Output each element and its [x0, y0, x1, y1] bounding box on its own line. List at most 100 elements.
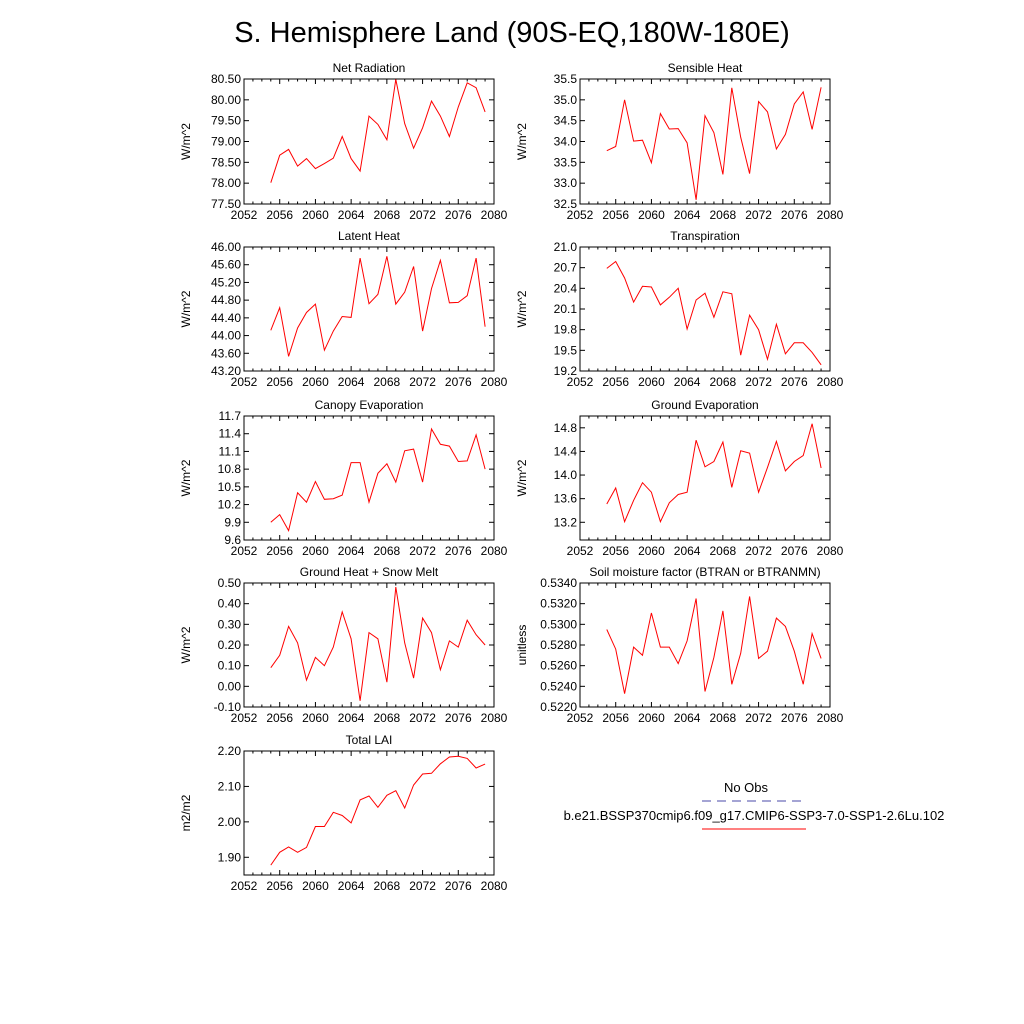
y-axis-label: W/m^2 [179, 459, 193, 496]
y-tick-label: 79.50 [211, 114, 241, 128]
y-tick-label: 10.2 [218, 498, 242, 512]
x-tick-label: 2056 [602, 375, 629, 389]
x-tick-label: 2060 [302, 879, 329, 893]
panel-title: Latent Heat [338, 229, 401, 243]
y-tick-label: 21.0 [554, 240, 578, 254]
y-tick-label: 0.5220 [540, 700, 577, 714]
y-tick-label: 35.5 [554, 72, 578, 86]
x-tick-label: 2064 [674, 711, 701, 725]
y-tick-label: 34.5 [554, 114, 578, 128]
y-tick-label: 13.2 [554, 515, 578, 529]
y-tick-label: 0.5340 [540, 576, 577, 590]
series-line [270, 427, 486, 532]
panel-title: Sensible Heat [668, 61, 743, 75]
y-tick-label: 0.50 [218, 576, 242, 590]
x-tick-label: 2072 [409, 879, 436, 893]
y-tick-label: 78.00 [211, 176, 241, 190]
figure-title: S. Hemisphere Land (90S-EQ,180W-180E) [234, 17, 790, 49]
x-tick-label: 2056 [266, 879, 293, 893]
y-axis-label: W/m^2 [515, 459, 529, 496]
x-tick-label: 2052 [567, 375, 594, 389]
y-tick-label: 20.1 [554, 302, 578, 316]
chart-panel: 2052 2056 2060 2064 2068 2072 2076 2080 -0.10 0.0… [179, 565, 508, 725]
y-tick-label: 13.6 [554, 492, 578, 506]
x-tick-label: 2064 [338, 208, 365, 222]
y-tick-label: 0.30 [218, 617, 242, 631]
y-tick-label: 78.50 [211, 155, 241, 169]
x-tick-label: 2080 [481, 544, 508, 558]
y-tick-label: 1.90 [218, 850, 242, 864]
y-tick-label: 0.5240 [540, 679, 577, 693]
legend-label-model: b.e21.BSSP370cmip6.f09_g17.CMIP6-SSP3-7.… [564, 808, 945, 823]
x-tick-label: 2052 [231, 711, 258, 725]
y-axis-label: W/m^2 [515, 290, 529, 327]
legend: No Obs b.e21.BSSP370cmip6.f09_g17.CMIP6-… [564, 780, 945, 830]
x-tick-label: 2076 [781, 544, 808, 558]
x-tick-label: 2052 [231, 544, 258, 558]
y-tick-label: 0.00 [218, 679, 242, 693]
y-tick-label: 33.0 [554, 176, 578, 190]
plot-frame [243, 415, 495, 541]
y-tick-label: 14.8 [554, 421, 578, 435]
y-tick-label: 11.4 [219, 427, 242, 441]
y-tick-label: 45.60 [211, 258, 241, 272]
x-tick-label: 2060 [638, 711, 665, 725]
y-axis-label: W/m^2 [179, 626, 193, 663]
x-tick-label: 2076 [445, 208, 472, 222]
plot-frame [579, 78, 831, 205]
x-tick-label: 2072 [409, 208, 436, 222]
y-tick-label: 0.40 [218, 597, 242, 611]
series-line [270, 755, 486, 866]
x-tick-label: 2064 [338, 544, 365, 558]
x-tick-label: 2052 [567, 711, 594, 725]
y-tick-label: 43.20 [211, 364, 241, 378]
chart-panel: 2052 2056 2060 2064 2068 2072 2076 2080 9.6 9.9 10… [179, 398, 508, 558]
x-tick-label: 2072 [745, 544, 772, 558]
chart-panel: 2052 2056 2060 2064 2068 2072 2076 2080 32.5 33.0… [515, 61, 844, 222]
series-line [606, 596, 822, 694]
y-tick-label: 35.0 [554, 93, 578, 107]
x-tick-label: 2080 [817, 711, 844, 725]
y-tick-label: 80.50 [211, 72, 241, 86]
x-tick-label: 2080 [481, 879, 508, 893]
y-tick-label: 32.5 [554, 197, 578, 211]
x-tick-label: 2056 [266, 208, 293, 222]
plot-frame [243, 246, 495, 372]
chart-panel: 2052 2056 2060 2064 2068 2072 2076 2080 77.50 78.… [179, 61, 508, 222]
x-tick-label: 2052 [567, 544, 594, 558]
y-tick-label: 2.20 [218, 744, 242, 758]
y-tick-label: 11.7 [219, 409, 242, 423]
plot-frame [579, 415, 831, 541]
y-axis-label: m2/m2 [179, 794, 193, 831]
x-tick-label: 2064 [338, 711, 365, 725]
series-line [606, 423, 822, 524]
x-tick-label: 2076 [445, 879, 472, 893]
x-tick-label: 2060 [638, 375, 665, 389]
x-tick-label: 2064 [338, 879, 365, 893]
x-tick-label: 2068 [710, 208, 737, 222]
y-tick-label: 2.10 [218, 779, 242, 793]
panel-title: Canopy Evaporation [315, 398, 424, 412]
legend-label-obs: No Obs [724, 780, 769, 795]
y-tick-label: 20.4 [554, 281, 578, 295]
x-tick-label: 2072 [745, 208, 772, 222]
x-tick-label: 2068 [374, 375, 401, 389]
y-axis-label: unitless [515, 625, 529, 666]
y-tick-label: 45.20 [211, 275, 241, 289]
chart-panels: 2052 2056 2060 2064 2068 2072 2076 2080 77.50 78.… [179, 61, 844, 893]
x-tick-label: 2056 [266, 375, 293, 389]
x-tick-label: 2064 [338, 375, 365, 389]
y-tick-label: 0.5300 [540, 617, 577, 631]
x-tick-label: 2056 [602, 711, 629, 725]
series-line [270, 256, 486, 357]
y-tick-label: 46.00 [211, 240, 241, 254]
panel-title: Transpiration [670, 229, 740, 243]
y-tick-label: 2.00 [218, 815, 242, 829]
y-tick-label: -0.10 [214, 700, 242, 714]
plot-frame [243, 750, 495, 876]
y-tick-label: 10.8 [218, 462, 242, 476]
x-tick-label: 2076 [781, 208, 808, 222]
y-tick-label: 19.5 [554, 343, 578, 357]
x-tick-label: 2080 [481, 208, 508, 222]
